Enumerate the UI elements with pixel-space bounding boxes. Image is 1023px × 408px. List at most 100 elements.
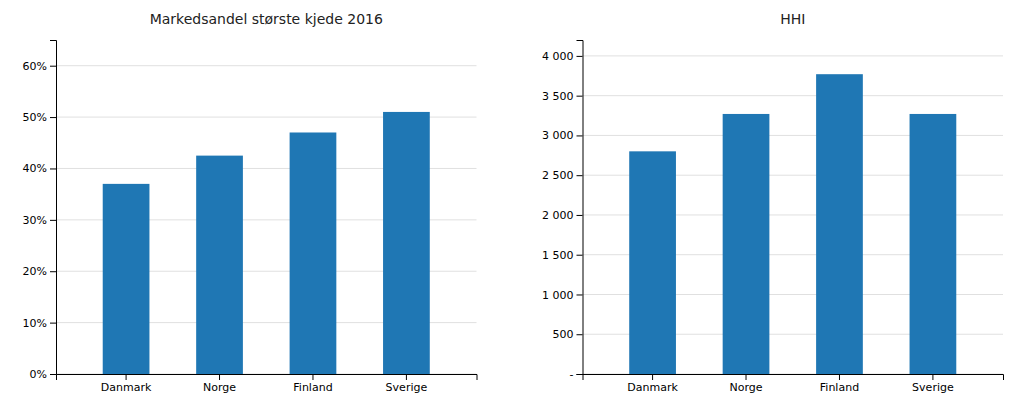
y-tick-label: 50% <box>23 111 47 124</box>
y-tick-label: 2 000 <box>542 209 574 222</box>
y-tick-label: 20% <box>23 265 47 278</box>
x-tick-label: Norge <box>730 381 763 394</box>
grid-line <box>583 55 1004 56</box>
y-tick-mark <box>577 255 583 256</box>
y-tick-label: - <box>570 368 574 381</box>
y-tick: 3 500 <box>542 90 583 103</box>
y-tick-label: 500 <box>553 328 574 341</box>
chart-title: HHI <box>780 11 805 27</box>
y-tick: 500 <box>553 328 583 341</box>
y-tick-mark <box>577 374 583 375</box>
y-tick: 3 000 <box>542 129 583 142</box>
y-tick-mark <box>50 168 56 169</box>
x-tick-label: Finland <box>293 381 332 394</box>
x-tick: Sverige <box>912 374 954 394</box>
x-tick: Norge <box>203 374 236 394</box>
y-tick: 30% <box>23 214 56 227</box>
x-tick-mark <box>126 374 127 380</box>
y-axis: - 500 1 000 1 500 2 000 2 500 3 000 3 500 4 000 <box>542 41 583 382</box>
x-tick-label: Sverige <box>912 381 954 394</box>
y-tick: - <box>570 368 583 381</box>
y-tick: 1 000 <box>542 288 583 301</box>
y-axis-line <box>577 41 584 375</box>
y-tick-label: 4 000 <box>542 50 574 63</box>
panel: 0% 10% 20% 30% 40% 50% 60% Danmark Norge Finland S… <box>23 11 477 394</box>
y-tick-label: 0% <box>30 368 47 381</box>
grid <box>56 66 477 374</box>
y-tick: 2 000 <box>542 209 583 222</box>
y-tick-label: 2 500 <box>542 169 574 182</box>
x-tick-label: Norge <box>203 381 236 394</box>
y-tick-mark <box>50 117 56 118</box>
y-tick-mark <box>577 215 583 216</box>
x-tick-label: Sverige <box>386 381 428 394</box>
bar <box>290 132 337 374</box>
y-tick-label: 1 500 <box>542 249 574 262</box>
x-tick-mark <box>652 374 653 380</box>
bars <box>629 74 956 374</box>
x-axis: Danmark Norge Finland Sverige <box>57 374 478 394</box>
y-tick-label: 30% <box>23 214 47 227</box>
x-tick-mark <box>219 374 220 380</box>
x-tick-mark <box>932 374 933 380</box>
y-tick-label: 40% <box>23 162 47 175</box>
x-tick-mark <box>839 374 840 380</box>
y-tick-mark <box>577 96 583 97</box>
y-tick: 20% <box>23 265 56 278</box>
grid-line <box>56 65 477 66</box>
x-tick-label: Danmark <box>627 381 678 394</box>
y-tick-label: 3 500 <box>542 90 574 103</box>
y-tick-mark <box>577 56 583 57</box>
bars <box>103 112 430 374</box>
bar <box>629 151 676 374</box>
y-tick-label: 10% <box>23 317 47 330</box>
grid <box>583 56 1004 374</box>
y-axis: 0% 10% 20% 30% 40% 50% 60% <box>23 41 57 382</box>
x-tick-mark <box>746 374 747 380</box>
bar <box>383 112 430 374</box>
y-tick: 60% <box>23 60 56 73</box>
x-axis: Danmark Norge Finland Sverige <box>583 374 1004 394</box>
y-tick-label: 3 000 <box>542 129 574 142</box>
y-tick-mark <box>50 271 56 272</box>
y-tick: 50% <box>23 111 56 124</box>
y-tick-mark <box>577 334 583 335</box>
y-tick-mark <box>577 135 583 136</box>
y-axis-line <box>50 41 57 375</box>
panel: - 500 1 000 1 500 2 000 2 500 3 000 3 500 4 000 D… <box>542 11 1004 394</box>
x-tick-label: Danmark <box>101 381 152 394</box>
y-tick: 0% <box>30 368 56 381</box>
x-axis-line <box>57 375 478 381</box>
x-tick: Finland <box>820 374 859 394</box>
x-tick: Norge <box>730 374 763 394</box>
y-tick: 40% <box>23 162 56 175</box>
y-tick-mark <box>50 323 56 324</box>
y-tick-mark <box>577 294 583 295</box>
y-tick-label: 1 000 <box>542 288 574 301</box>
x-tick-label: Finland <box>820 381 859 394</box>
x-tick-mark <box>312 374 313 380</box>
y-tick-mark <box>50 374 56 375</box>
grid-line <box>583 95 1004 96</box>
x-axis-line <box>583 375 1004 381</box>
x-tick: Danmark <box>627 374 678 394</box>
y-tick-mark <box>577 175 583 176</box>
y-tick-mark <box>50 66 56 67</box>
y-tick: 1 500 <box>542 249 583 262</box>
y-tick: 2 500 <box>542 169 583 182</box>
chart-title: Markedsandel største kjede 2016 <box>150 11 383 27</box>
y-tick-label: 60% <box>23 60 47 73</box>
y-tick: 10% <box>23 317 56 330</box>
x-tick: Finland <box>293 374 332 394</box>
bar <box>723 114 770 374</box>
x-tick: Danmark <box>101 374 152 394</box>
chart-canvas: 0% 10% 20% 30% 40% 50% 60% Danmark Norge Finland S… <box>0 0 1023 408</box>
bar <box>103 184 150 374</box>
y-tick: 4 000 <box>542 50 583 63</box>
bar <box>910 114 957 374</box>
bar <box>816 74 863 374</box>
bar <box>196 156 243 374</box>
x-tick-mark <box>406 374 407 380</box>
y-tick-mark <box>50 220 56 221</box>
x-tick: Sverige <box>386 374 428 394</box>
